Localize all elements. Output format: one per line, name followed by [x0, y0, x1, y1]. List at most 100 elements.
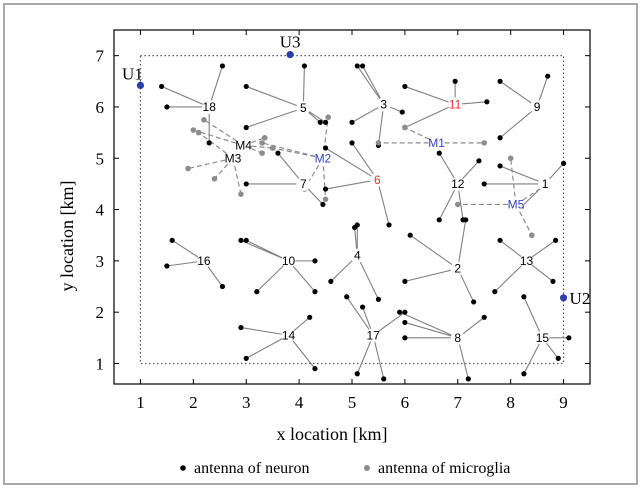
neuron-antenna-point [375, 296, 382, 302]
neuron-antenna-point [359, 63, 366, 69]
neuron-antenna-point [301, 63, 307, 69]
figure-frame [3, 3, 638, 485]
microglia-link [515, 204, 533, 236]
neuron-antenna-point [238, 237, 244, 243]
neuron-link [457, 337, 469, 380]
y-tick-label: 4 [96, 201, 105, 220]
region-boundary [139, 55, 565, 365]
legend: antenna of neuron antenna of microglia [180, 460, 510, 477]
corner-label: U2 [570, 289, 591, 308]
neuron-antenna-point [402, 309, 408, 315]
microglia-antenna-point [375, 140, 382, 146]
neuron-link [245, 334, 289, 359]
neuron-antenna-point [243, 83, 249, 90]
neuron-antenna-point [307, 314, 313, 320]
microglia-antenna-point [185, 165, 191, 172]
neuron-antenna-point [497, 78, 503, 84]
neuron-antenna-point [354, 63, 360, 69]
neuron-antenna-point [349, 119, 355, 125]
neuron-label-background [530, 99, 545, 114]
neuron-link [288, 334, 316, 369]
neuron-antenna-point [476, 158, 482, 164]
x-tick-label: 9 [559, 393, 568, 412]
neuron-link [351, 142, 378, 181]
neuron-antenna-point [471, 299, 477, 305]
x-tick-label: 8 [506, 393, 515, 412]
x-tick-label: 3 [242, 393, 251, 412]
microglia-antenna-point [481, 140, 488, 146]
neuron-antenna-point [550, 278, 556, 284]
neuron-antenna-point [312, 258, 318, 264]
neuron-label-background [366, 328, 381, 343]
microglia-antenna-point [269, 145, 276, 151]
neuron-link [356, 65, 385, 105]
neuron-link [457, 219, 467, 269]
corner-point [136, 81, 145, 90]
neuron-link [523, 296, 543, 339]
microglia-antenna-point [322, 196, 329, 203]
neuron-label: 14 [282, 328, 296, 342]
neuron-antenna-point [481, 314, 487, 320]
microglia-link [193, 129, 244, 147]
neuron-antenna-point [275, 150, 281, 156]
neuron-label-background [370, 172, 385, 187]
neuron-label: 10 [282, 254, 296, 268]
microglia-antenna-point [507, 155, 514, 162]
neuron-label: 17 [366, 328, 380, 342]
microglia-label-background [225, 150, 241, 167]
neuron-antenna-point [566, 335, 572, 341]
corner-label: U3 [280, 33, 301, 52]
neuron-antenna-point [349, 140, 355, 146]
neuron-antenna-point [497, 163, 503, 169]
neuron-label: 11 [449, 97, 462, 111]
microglia-link [404, 126, 437, 144]
neuron-antenna-point [219, 63, 226, 69]
neuron-link [246, 107, 304, 128]
microglia-link [515, 183, 549, 205]
neuron-label-background [450, 330, 465, 345]
corner-point [559, 294, 568, 302]
neuron-label-background [281, 328, 296, 343]
microglia-label-background [507, 196, 524, 213]
neuron-link [245, 239, 289, 262]
neuron-antenna-point [386, 222, 392, 228]
neuron-antenna-point [555, 355, 561, 361]
legend-label-neuron: antenna of neuron [194, 460, 310, 477]
microglia-label: M4 [235, 138, 252, 152]
neuron-antenna-point [436, 150, 442, 156]
microglia-antenna-point [238, 191, 244, 197]
neuron-label-background [448, 97, 463, 112]
corner-layer: U1 U2 U3 [122, 33, 590, 308]
neuron-link [356, 255, 379, 300]
neuron-label: 3 [380, 97, 387, 111]
neuron-antenna-point [322, 119, 329, 125]
neuron-label-background [538, 176, 553, 191]
x-tick-label: 2 [189, 393, 198, 412]
neuron-link [404, 85, 456, 105]
neuron-antenna-point [312, 366, 318, 372]
microglia-antenna-point [261, 134, 268, 141]
neuron-antenna-point [399, 109, 405, 115]
neuron-label-background [350, 248, 365, 263]
neuron-antenna-point [238, 324, 244, 331]
neuron-antenna-point [452, 78, 458, 84]
legend-label-microglia: antenna of microglia [378, 460, 510, 477]
neuron-antenna-point [312, 289, 318, 295]
neuron-link [399, 311, 458, 339]
neuron-link [404, 321, 458, 339]
neuron-label: 13 [520, 254, 534, 268]
neuron-antenna-point [402, 319, 408, 326]
neuron-label: 12 [451, 177, 465, 191]
neuron-link [409, 234, 459, 270]
x-axis-title: x location [km] [277, 424, 388, 444]
neuron-antenna-point [402, 335, 408, 341]
microglia-antenna-point [201, 116, 207, 123]
x-tick-label: 5 [348, 393, 357, 412]
neuron-link [362, 65, 385, 105]
neuron-label-background [376, 97, 391, 112]
legend-marker-microglia [364, 465, 370, 471]
neuron-link [161, 85, 210, 108]
neuron-antenna-point [497, 135, 503, 141]
